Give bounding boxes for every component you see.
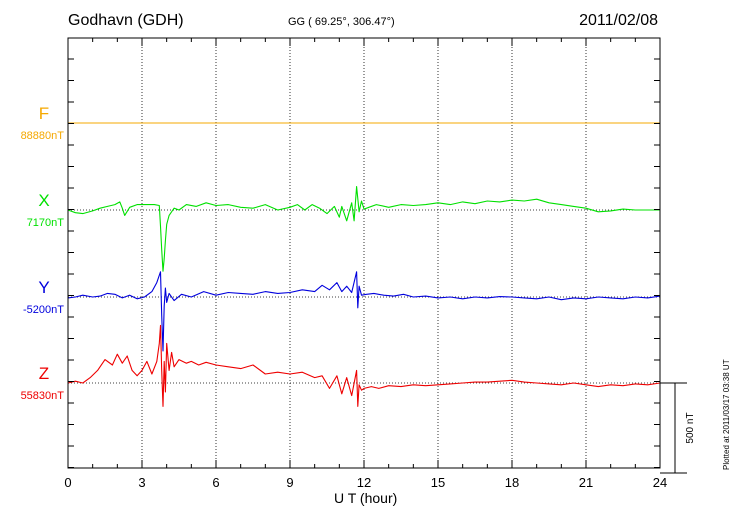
x-axis-label: U T (hour) [334, 490, 398, 506]
x-tick-label: 6 [212, 475, 219, 490]
x-tick-label: 24 [653, 475, 667, 490]
series-name-x: X [38, 191, 49, 210]
series-baseline-z: 55830nT [21, 390, 65, 402]
scale-bar-label: 500 nT [685, 412, 696, 443]
series-baseline-f: 88880nT [21, 130, 65, 142]
plot-frame [67, 37, 661, 469]
series-line-z [67, 324, 661, 407]
series-line-x [67, 186, 660, 272]
x-tick-label: 3 [138, 475, 145, 490]
scale-bar: 500 nT [660, 382, 696, 474]
series-name-f: F [39, 104, 49, 123]
x-tick-label: 15 [431, 475, 445, 490]
series-labels: F 88880nT X 7170nT Y -5200nT Z 55830nT [21, 104, 65, 402]
series-baseline-y: -5200nT [23, 304, 64, 316]
x-tick-label: 21 [579, 475, 593, 490]
series-lines [67, 122, 661, 407]
series-name-y: Y [38, 278, 49, 297]
series-baseline-x: 7170nT [27, 217, 65, 229]
grid [141, 38, 587, 468]
series-line-y [67, 271, 661, 352]
axis-ticks: 0 3 6 9 12 15 18 21 24 [64, 38, 667, 490]
station-title: Godhavn (GDH) [68, 12, 184, 29]
plotted-timestamp: Plotted at 2011/03/17 03:38 UT [722, 359, 730, 470]
x-tick-label: 9 [286, 475, 293, 490]
x-tick-label: 0 [64, 475, 71, 490]
station-coordinates: GG ( 69.25°, 306.47°) [288, 16, 395, 28]
series-name-z: Z [39, 364, 49, 383]
x-tick-label: 18 [505, 475, 519, 490]
date-label: 2011/02/08 [579, 12, 658, 29]
x-tick-label: 12 [357, 475, 371, 490]
